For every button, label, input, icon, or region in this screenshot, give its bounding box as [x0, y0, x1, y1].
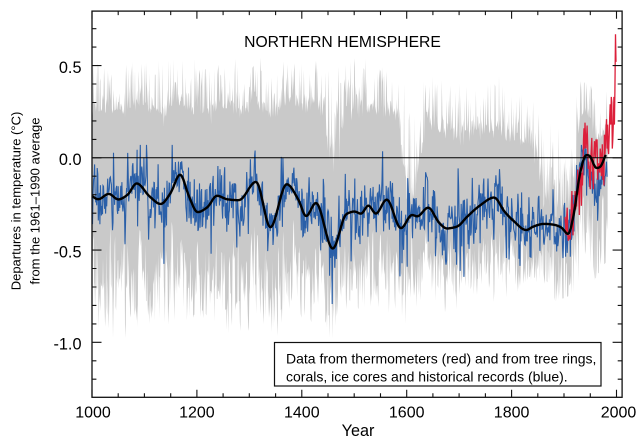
svg-text:1200: 1200: [179, 405, 215, 422]
svg-text:0.0: 0.0: [59, 151, 82, 169]
svg-text:1800: 1800: [494, 405, 530, 422]
svg-text:Data from thermometers (red) a: Data from thermometers (red) and from tr…: [286, 351, 596, 367]
svg-text:0.5: 0.5: [59, 59, 82, 77]
svg-text:Year: Year: [342, 422, 375, 439]
svg-text:from the 1961–1990 average: from the 1961–1990 average: [28, 118, 43, 285]
svg-text:-1.0: -1.0: [53, 336, 81, 354]
svg-text:NORTHERN HEMISPHERE: NORTHERN HEMISPHERE: [244, 34, 441, 51]
svg-text:corals, ice cores and historic: corals, ice cores and historical records…: [286, 369, 568, 385]
svg-text:1600: 1600: [389, 405, 425, 422]
svg-text:1400: 1400: [284, 405, 320, 422]
svg-text:1000: 1000: [75, 405, 111, 422]
svg-text:2000: 2000: [601, 405, 637, 422]
svg-text:-0.5: -0.5: [53, 243, 81, 261]
svg-text:Departures in temperature (°C): Departures in temperature (°C): [9, 112, 24, 291]
